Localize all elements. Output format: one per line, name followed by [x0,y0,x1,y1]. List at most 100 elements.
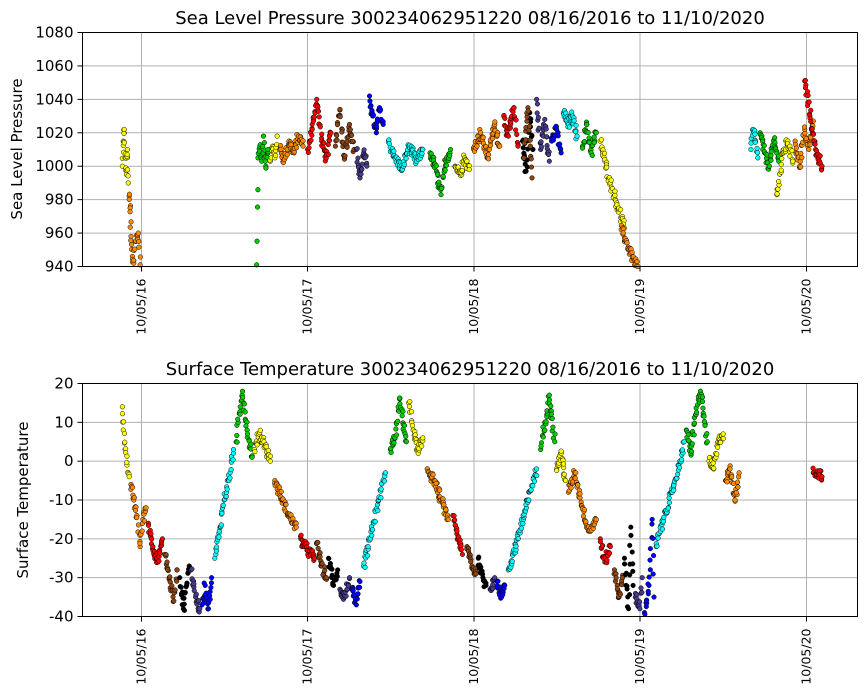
data-point [812,141,818,147]
data-point [459,167,465,174]
data-point [646,582,652,588]
data-point [308,137,314,143]
data-point [137,254,143,260]
data-point [156,558,162,564]
data-point [530,483,536,489]
temperature-yticks: -40 -30 -20 -10 0 10 20 [49,375,83,626]
data-point [543,126,549,132]
data-point [608,177,614,183]
data-point [373,130,379,136]
data-point [377,106,383,112]
data-point [372,519,378,525]
data-point [359,161,365,167]
data-point [319,560,325,567]
data-point [316,114,322,120]
data-point [598,137,604,143]
pressure-ylabel: Sea Level Pressure [8,78,26,219]
data-point [325,151,331,158]
data-point [625,606,632,612]
data-point [126,196,132,203]
data-point [478,130,484,136]
data-point [273,152,279,158]
ytick-label: 10 [54,413,73,431]
data-point [694,409,700,415]
data-point [131,495,137,501]
data-point [798,164,804,170]
data-point [473,571,479,577]
data-point [263,444,269,450]
data-point [420,435,426,441]
data-point [323,575,329,581]
data-point [124,151,130,158]
data-point [448,146,454,153]
data-point [163,552,169,558]
data-point [335,567,341,573]
data-point [202,582,208,588]
data-point [627,592,633,598]
data-point [127,209,133,215]
data-point [165,567,171,573]
data-point [130,484,136,490]
data-point [350,138,356,144]
data-point [354,596,360,602]
data-point [254,238,260,244]
data-point [134,515,140,521]
data-point [735,479,741,485]
data-point [403,439,409,445]
data-point [775,186,781,192]
data-point [527,143,533,149]
data-point [630,568,636,574]
data-point [817,468,823,474]
data-point [401,422,407,429]
data-point [344,144,350,150]
data-point [624,240,630,246]
data-point [543,134,549,140]
data-point [315,108,322,114]
data-point [649,516,655,522]
data-point [409,409,415,415]
data-point [126,191,132,197]
data-point [660,519,666,525]
data-point [630,582,636,588]
data-point [650,535,656,541]
data-point [638,585,644,591]
data-point [599,543,605,549]
data-point [125,180,131,186]
data-point [305,149,311,156]
data-point [787,153,793,159]
data-point [490,135,496,141]
data-point [311,555,318,561]
data-point [649,521,655,527]
data-point [196,598,202,604]
data-point [704,431,710,437]
data-point [345,583,351,589]
data-point [613,575,619,581]
temperature-xticks: 10/05/16 10/05/17 10/05/18 10/05/19 10/05/20 [134,616,814,685]
data-point [361,147,367,153]
data-point [125,173,131,179]
data-point [208,584,214,591]
pressure-yticks: 940 960 980 1000 1020 1040 1060 1080 [35,24,83,276]
data-point [808,107,814,113]
data-point [589,152,595,159]
data-point [677,465,683,471]
temperature-ylabel: Surface Temperature [14,422,32,579]
data-point [607,544,613,550]
data-point [391,148,397,154]
data-point [382,470,389,476]
data-point [403,433,409,439]
data-point [365,553,371,559]
data-point [361,560,367,566]
data-point [778,161,784,167]
data-point [439,185,445,191]
data-point [634,259,640,265]
data-point [326,137,333,144]
data-point [492,575,498,581]
data-point [136,244,142,250]
data-point [671,487,677,493]
xtick-label: 10/05/20 [799,628,814,684]
data-point [520,521,526,527]
data-point [403,155,409,162]
data-point [515,536,521,542]
data-point [591,139,597,146]
